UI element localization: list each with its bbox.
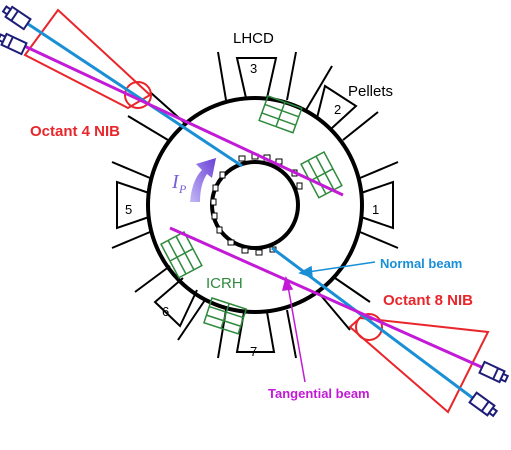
port-number-5: 5 <box>125 202 132 217</box>
pellets-label: Pellets <box>348 83 393 100</box>
normal-beam-label: Normal beam <box>380 256 462 271</box>
plasma-current-arrow <box>190 158 216 202</box>
port-number-3: 3 <box>250 61 257 76</box>
port-number-7: 7 <box>250 344 257 359</box>
octant-8-injector <box>348 313 490 414</box>
ion-source-octant4-lower <box>0 32 28 56</box>
octant-4-injector <box>23 8 152 110</box>
normal-beam-pointer <box>298 261 376 279</box>
port-number-1: 1 <box>372 202 379 217</box>
port-number-6: 6 <box>162 304 169 319</box>
vessel-ports <box>111 51 399 359</box>
icrh-antenna-left <box>160 230 203 279</box>
octant-8-tangential-beam <box>169 226 489 372</box>
plasma-current-subscript: P <box>178 182 187 196</box>
ion-source-octant8-upper <box>478 360 510 384</box>
octant-8-label: Octant 8 NIB <box>383 292 473 309</box>
icrh-antenna-bottom <box>203 297 248 335</box>
octant-4-label: Octant 4 NIB <box>30 123 120 140</box>
icrh-label: ICRH <box>206 275 243 292</box>
ion-source-octant8-lower <box>468 391 499 418</box>
icrh-antenna-right <box>300 150 343 199</box>
octant-4-normal-beam <box>24 20 243 168</box>
ion-source-octant4-upper <box>1 5 32 31</box>
tangential-beam-label: Tangential beam <box>268 386 370 401</box>
icrh-antennas <box>160 95 343 335</box>
outer-vessel-wall <box>146 96 364 314</box>
port-number-2: 2 <box>334 102 341 117</box>
plasma-current-symbol: I <box>171 171 180 193</box>
icrh-antenna-top <box>258 95 303 134</box>
ion-sources <box>0 5 510 418</box>
lhcd-label: LHCD <box>233 30 274 47</box>
octant-4-tangential-beam <box>19 42 344 197</box>
tangential-beam-pointer <box>282 275 306 383</box>
